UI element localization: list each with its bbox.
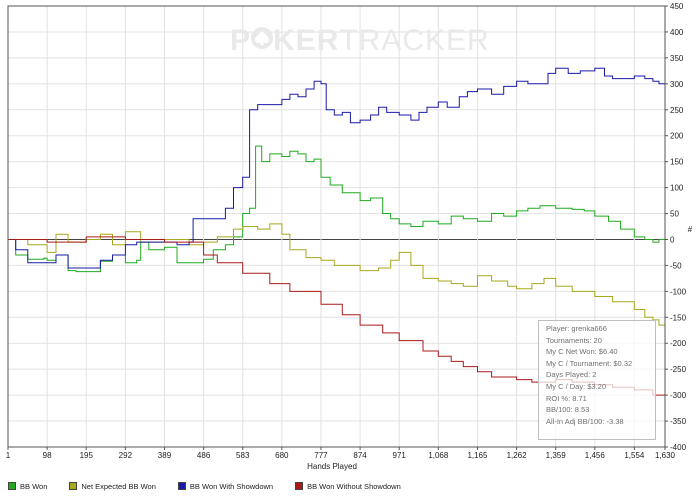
legend-item: BB Won — [8, 482, 47, 491]
x-tick-label: 1,165 — [467, 451, 488, 460]
x-tick-label: 389 — [158, 451, 172, 460]
stat-row: All-In Adj BB/100: -3.38 — [546, 416, 624, 426]
x-tick-label: 98 — [43, 451, 52, 460]
y-tick-label: -150 — [670, 313, 687, 322]
y-tick-label: 150 — [670, 158, 684, 167]
legend-label: Net Expected BB Won — [81, 481, 156, 491]
y-axis-unit: # — [688, 225, 693, 234]
legend-swatch — [8, 482, 16, 490]
stat-row: My C / Tournament: $0.32 — [546, 358, 633, 368]
legend-item: BB Won Without Showdown — [295, 482, 401, 491]
stat-row: Tournaments: 20 — [546, 335, 602, 345]
x-tick-label: 874 — [353, 451, 367, 460]
x-axis-title: Hands Played — [307, 462, 357, 471]
x-axis: 1 98 195 292 389 486 583 680 777 874 971 1,068 1,165… — [6, 447, 676, 460]
stat-row: My C / Day: $3.20 — [546, 381, 607, 391]
y-tick-label: -100 — [670, 287, 687, 296]
y-tick-label: 400 — [670, 28, 684, 37]
legend-item: BB Won With Showdown — [177, 481, 274, 491]
legend-item: Net Expected BB Won — [69, 481, 156, 491]
y-tick-label: 100 — [670, 184, 684, 193]
x-tick-label: 486 — [197, 451, 211, 460]
y-tick-label: 450 — [670, 2, 684, 11]
legend-label: BB Won Without Showdown — [307, 481, 401, 491]
x-tick-label: 1,554 — [624, 451, 645, 460]
x-tick-label: 777 — [314, 451, 328, 460]
y-tick-label: -350 — [670, 417, 687, 426]
y-axis: 450 400 350 300 250 200 150 100 50 0 -50 -100 -150 -2… — [665, 2, 687, 452]
y-tick-label: 200 — [670, 132, 684, 141]
stat-row: ROI %: 8.71 — [546, 393, 587, 403]
x-tick-label: 971 — [393, 451, 407, 460]
stat-row: Days Played: 2 — [546, 370, 597, 380]
x-tick-label: 1,262 — [507, 451, 528, 460]
legend-label: BB Won — [20, 481, 48, 491]
y-tick-label: 50 — [670, 210, 679, 219]
x-tick-label: 583 — [236, 451, 250, 460]
x-tick-label: 1 — [6, 451, 11, 460]
x-tick-label: 292 — [119, 451, 133, 460]
x-tick-label: 1,359 — [546, 451, 567, 460]
y-tick-label: -400 — [670, 443, 687, 452]
x-tick-label: 680 — [275, 451, 289, 460]
legend-swatch — [295, 482, 304, 490]
y-tick-label: 250 — [670, 106, 684, 115]
x-tick-label: 1,068 — [428, 451, 449, 460]
stat-row: My C Net Won: $6.40 — [546, 347, 618, 357]
y-tick-label: -250 — [670, 365, 687, 374]
series-line-bb-won — [8, 145, 666, 273]
series-line-bb-won-with-showdown — [8, 67, 666, 269]
watermark-logo: P KERTRACKER — [230, 24, 490, 57]
legend-swatch — [69, 482, 78, 490]
spade-icon — [251, 27, 273, 49]
legend-label: BB Won With Showdown — [189, 481, 274, 491]
legend-swatch — [177, 482, 186, 490]
stat-row: BB/100: 8.53 — [546, 405, 590, 415]
y-tick-label: 300 — [670, 80, 684, 89]
x-tick-label: 1,456 — [585, 451, 606, 460]
x-tick-label: 1,630 — [655, 451, 676, 460]
plot-frame — [7, 5, 666, 448]
y-tick-label: -200 — [670, 339, 687, 348]
x-tick-label: 195 — [80, 451, 94, 460]
legend: BB Won Net Expected BB Won BB Won With Sho… — [0, 476, 700, 496]
y-tick-label: -300 — [670, 391, 687, 400]
y-tick-label: -50 — [670, 261, 682, 270]
y-tick-label: 0 — [670, 235, 675, 244]
stats-box: Player: grenka666 Tournaments: 20 My C Net… — [538, 320, 656, 440]
y-tick-label: 350 — [670, 54, 684, 63]
stat-row: Player: grenka666 — [546, 324, 607, 333]
